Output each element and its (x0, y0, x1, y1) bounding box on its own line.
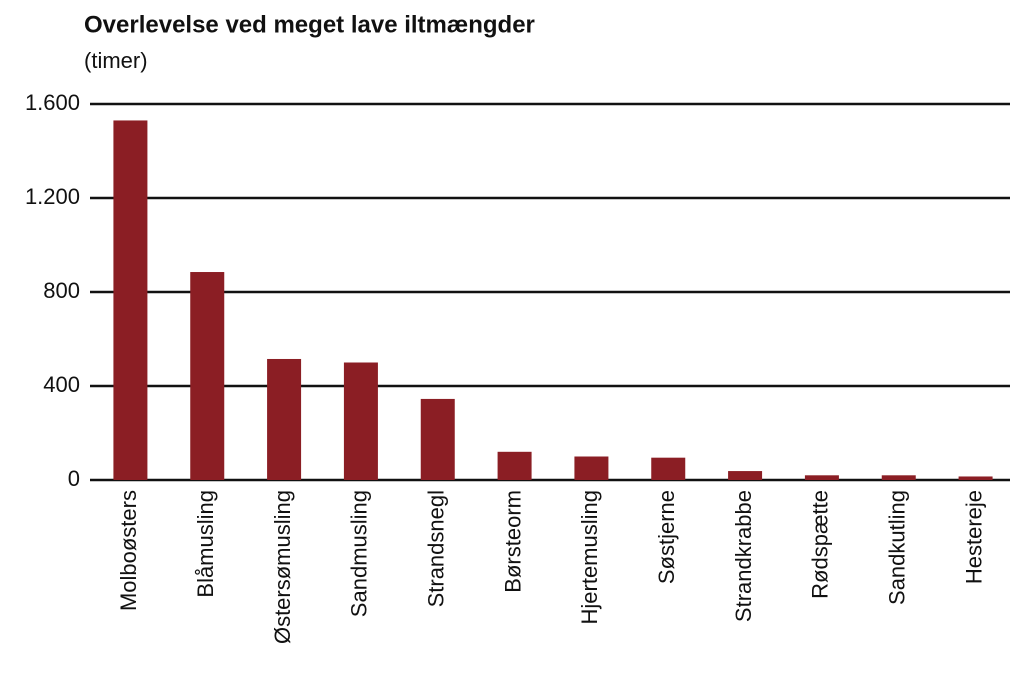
y-tick-label: 1.600 (25, 90, 80, 115)
chart-title: Overlevelse ved meget lave iltmængder (84, 11, 535, 38)
x-tick-label: Strandkrabbe (731, 490, 756, 622)
bar (343, 362, 378, 480)
y-tick-label: 1.200 (25, 184, 80, 209)
x-tick-label: Rødspætte (808, 490, 833, 599)
bar (267, 358, 302, 480)
bar (958, 476, 993, 480)
bar (113, 120, 148, 480)
x-tick-label: Strandsnegl (424, 490, 449, 607)
x-tick-label: Hjertemusling (577, 490, 602, 625)
bar (420, 398, 455, 480)
y-tick-label: 800 (43, 278, 80, 303)
x-tick-label: Børsteorm (500, 490, 525, 593)
bar (651, 457, 686, 480)
bar (574, 456, 609, 480)
x-tick-label: Sandkutling (885, 490, 910, 605)
bar (881, 475, 916, 480)
bar (497, 451, 532, 480)
chart-subtitle: (timer) (84, 48, 148, 73)
x-tick-label: Molboøsters (116, 490, 141, 611)
y-tick-label: 400 (43, 372, 80, 397)
x-tick-label: Blåmusling (193, 490, 218, 598)
x-tick-label: Hestereje (961, 490, 986, 584)
bar (728, 471, 763, 480)
bar (804, 475, 839, 480)
x-tick-label: Østersømusling (270, 490, 295, 644)
x-tick-label: Søstjerne (654, 490, 679, 584)
y-tick-label: 0 (68, 466, 80, 491)
bar (190, 272, 225, 480)
x-tick-label: Sandmusling (347, 490, 372, 617)
